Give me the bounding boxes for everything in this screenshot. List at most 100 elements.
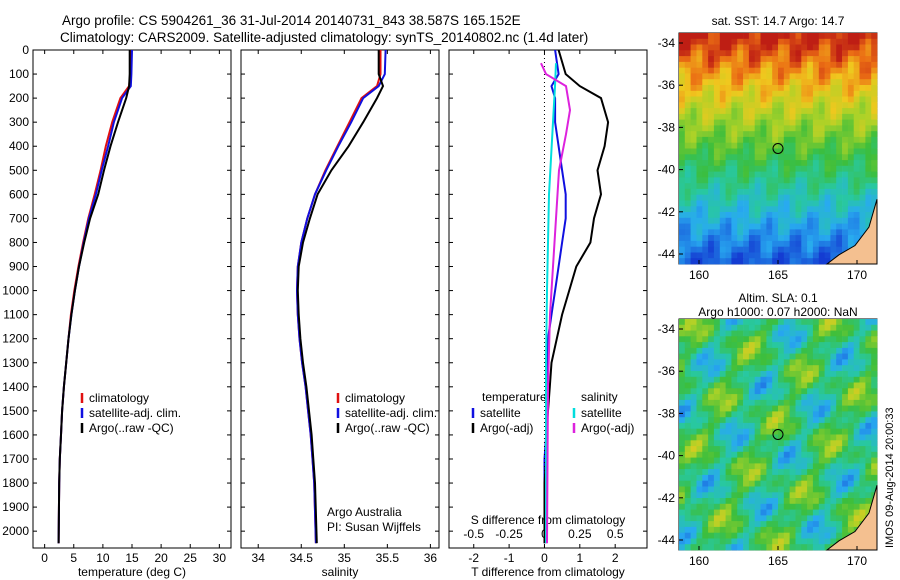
map-cell-sst bbox=[731, 206, 738, 213]
map-cell-sla bbox=[760, 446, 767, 453]
series-line-temperature-2 bbox=[57, 50, 131, 544]
map-cell-sst bbox=[679, 223, 686, 230]
map-cell-sst bbox=[812, 252, 820, 259]
map-cell-sst bbox=[679, 171, 686, 178]
map-cell-sla bbox=[725, 388, 732, 395]
map-cell-sst bbox=[772, 56, 779, 63]
map-cell-sst bbox=[836, 206, 843, 213]
map-cell-sst bbox=[818, 160, 825, 167]
map-cell-sla bbox=[783, 446, 790, 453]
map-cell-sla bbox=[789, 474, 796, 482]
map-cell-sla bbox=[690, 342, 697, 349]
map-cell-sst bbox=[713, 38, 721, 45]
map-cell-sst bbox=[859, 79, 866, 86]
map-cell-sst bbox=[737, 223, 744, 230]
map-cell-sla bbox=[824, 526, 831, 534]
map-cell-sst bbox=[725, 33, 732, 40]
map-cell-sst bbox=[760, 160, 767, 167]
map-cell-sst bbox=[766, 90, 773, 97]
map-cell-sst bbox=[812, 194, 820, 201]
map-cell-sla bbox=[684, 365, 691, 372]
map-cell-sst bbox=[713, 165, 721, 172]
map-cell-sst bbox=[702, 61, 709, 69]
map-cell-sst bbox=[690, 212, 697, 219]
map-cell-sla bbox=[818, 503, 825, 510]
map-cell-sst bbox=[778, 96, 785, 103]
map-cell-sla bbox=[719, 521, 726, 528]
map-cell-sst bbox=[859, 108, 866, 115]
map-cell-sla bbox=[772, 544, 779, 551]
map-cell-sla bbox=[853, 451, 860, 458]
map-cell-sst bbox=[807, 171, 814, 178]
map-cell-sla bbox=[713, 509, 721, 516]
map-cell-sst bbox=[824, 217, 831, 224]
map-cell-sst bbox=[778, 217, 785, 224]
map-cell-sst bbox=[684, 56, 691, 63]
map-cell-sla bbox=[847, 509, 855, 516]
map-cell-sst bbox=[783, 194, 790, 201]
map-cell-sst bbox=[801, 177, 808, 184]
map-cell-sst bbox=[830, 73, 837, 80]
map-cell-sst bbox=[702, 79, 709, 86]
map-cell-sla bbox=[812, 405, 820, 412]
map-cell-sst bbox=[830, 96, 837, 103]
map-cell-sst bbox=[743, 217, 750, 224]
map-cell-sla bbox=[824, 417, 831, 424]
map-cell-sst bbox=[702, 240, 709, 248]
map-cell-sst bbox=[847, 113, 855, 121]
map-cell-sst bbox=[871, 79, 878, 86]
map-cell-sst bbox=[684, 119, 691, 126]
map-cell-sla bbox=[836, 446, 843, 453]
map-cell-sst bbox=[830, 38, 837, 45]
map-cell-sst bbox=[754, 67, 761, 74]
map-cell-sla bbox=[871, 394, 878, 401]
map-cell-sst bbox=[702, 171, 709, 178]
map-cell-sst bbox=[713, 142, 721, 149]
map-cell-sla bbox=[684, 428, 691, 435]
map-cell-sst bbox=[690, 73, 697, 80]
series-line-salinity-argo bbox=[540, 62, 572, 544]
map-cell-sla bbox=[766, 498, 773, 505]
map-cell-sla bbox=[812, 319, 820, 326]
map-cell-sla bbox=[754, 538, 761, 545]
map-cell-sla bbox=[778, 417, 785, 424]
map-cell-sst bbox=[871, 131, 878, 138]
map-cell-sla bbox=[766, 492, 773, 499]
map-cell-sst bbox=[801, 50, 808, 57]
depth-tick-label: 2000 bbox=[2, 524, 29, 538]
map-cell-sst bbox=[772, 33, 779, 40]
map-cell-sst bbox=[766, 136, 773, 144]
map-cell-sla bbox=[766, 526, 773, 534]
map-cell-sla bbox=[679, 365, 686, 372]
map-cell-sla bbox=[812, 336, 820, 343]
map-cell-sla bbox=[830, 486, 837, 493]
legend-label: satellite-adj. clim. bbox=[345, 406, 437, 420]
map-cell-sst bbox=[748, 258, 756, 265]
map-cell-sla bbox=[760, 382, 767, 389]
map-cell-sla bbox=[772, 515, 779, 522]
map-cell-sst bbox=[789, 212, 796, 219]
map-cell-sla bbox=[696, 399, 703, 407]
x-tick-label-difference: -1 bbox=[504, 551, 515, 565]
map-cell-sst bbox=[842, 217, 849, 224]
map-cell-sla bbox=[778, 498, 785, 505]
map-cell-sla bbox=[772, 422, 779, 430]
map-cell-sst bbox=[836, 119, 843, 126]
map-cell-sla bbox=[778, 446, 785, 453]
map-cell-sla bbox=[778, 469, 785, 476]
map-cell-sla bbox=[778, 451, 785, 458]
map-cell-sst bbox=[818, 73, 825, 80]
map-cell-sla bbox=[789, 526, 796, 534]
map-cell-sst bbox=[743, 229, 750, 236]
map-cell-sst bbox=[807, 240, 814, 248]
x-axis-label-salinity: salinity bbox=[322, 565, 359, 579]
map-cell-sst bbox=[865, 177, 872, 184]
map-cell-sla bbox=[713, 446, 721, 453]
map-cell-sst bbox=[842, 38, 849, 45]
map-cell-sst bbox=[830, 206, 837, 213]
map-cell-sla bbox=[713, 515, 721, 522]
map-cell-sst bbox=[743, 148, 750, 155]
map-cell-sst bbox=[807, 79, 814, 86]
map-cell-sst bbox=[690, 177, 697, 184]
map-cell-sla bbox=[702, 365, 709, 372]
